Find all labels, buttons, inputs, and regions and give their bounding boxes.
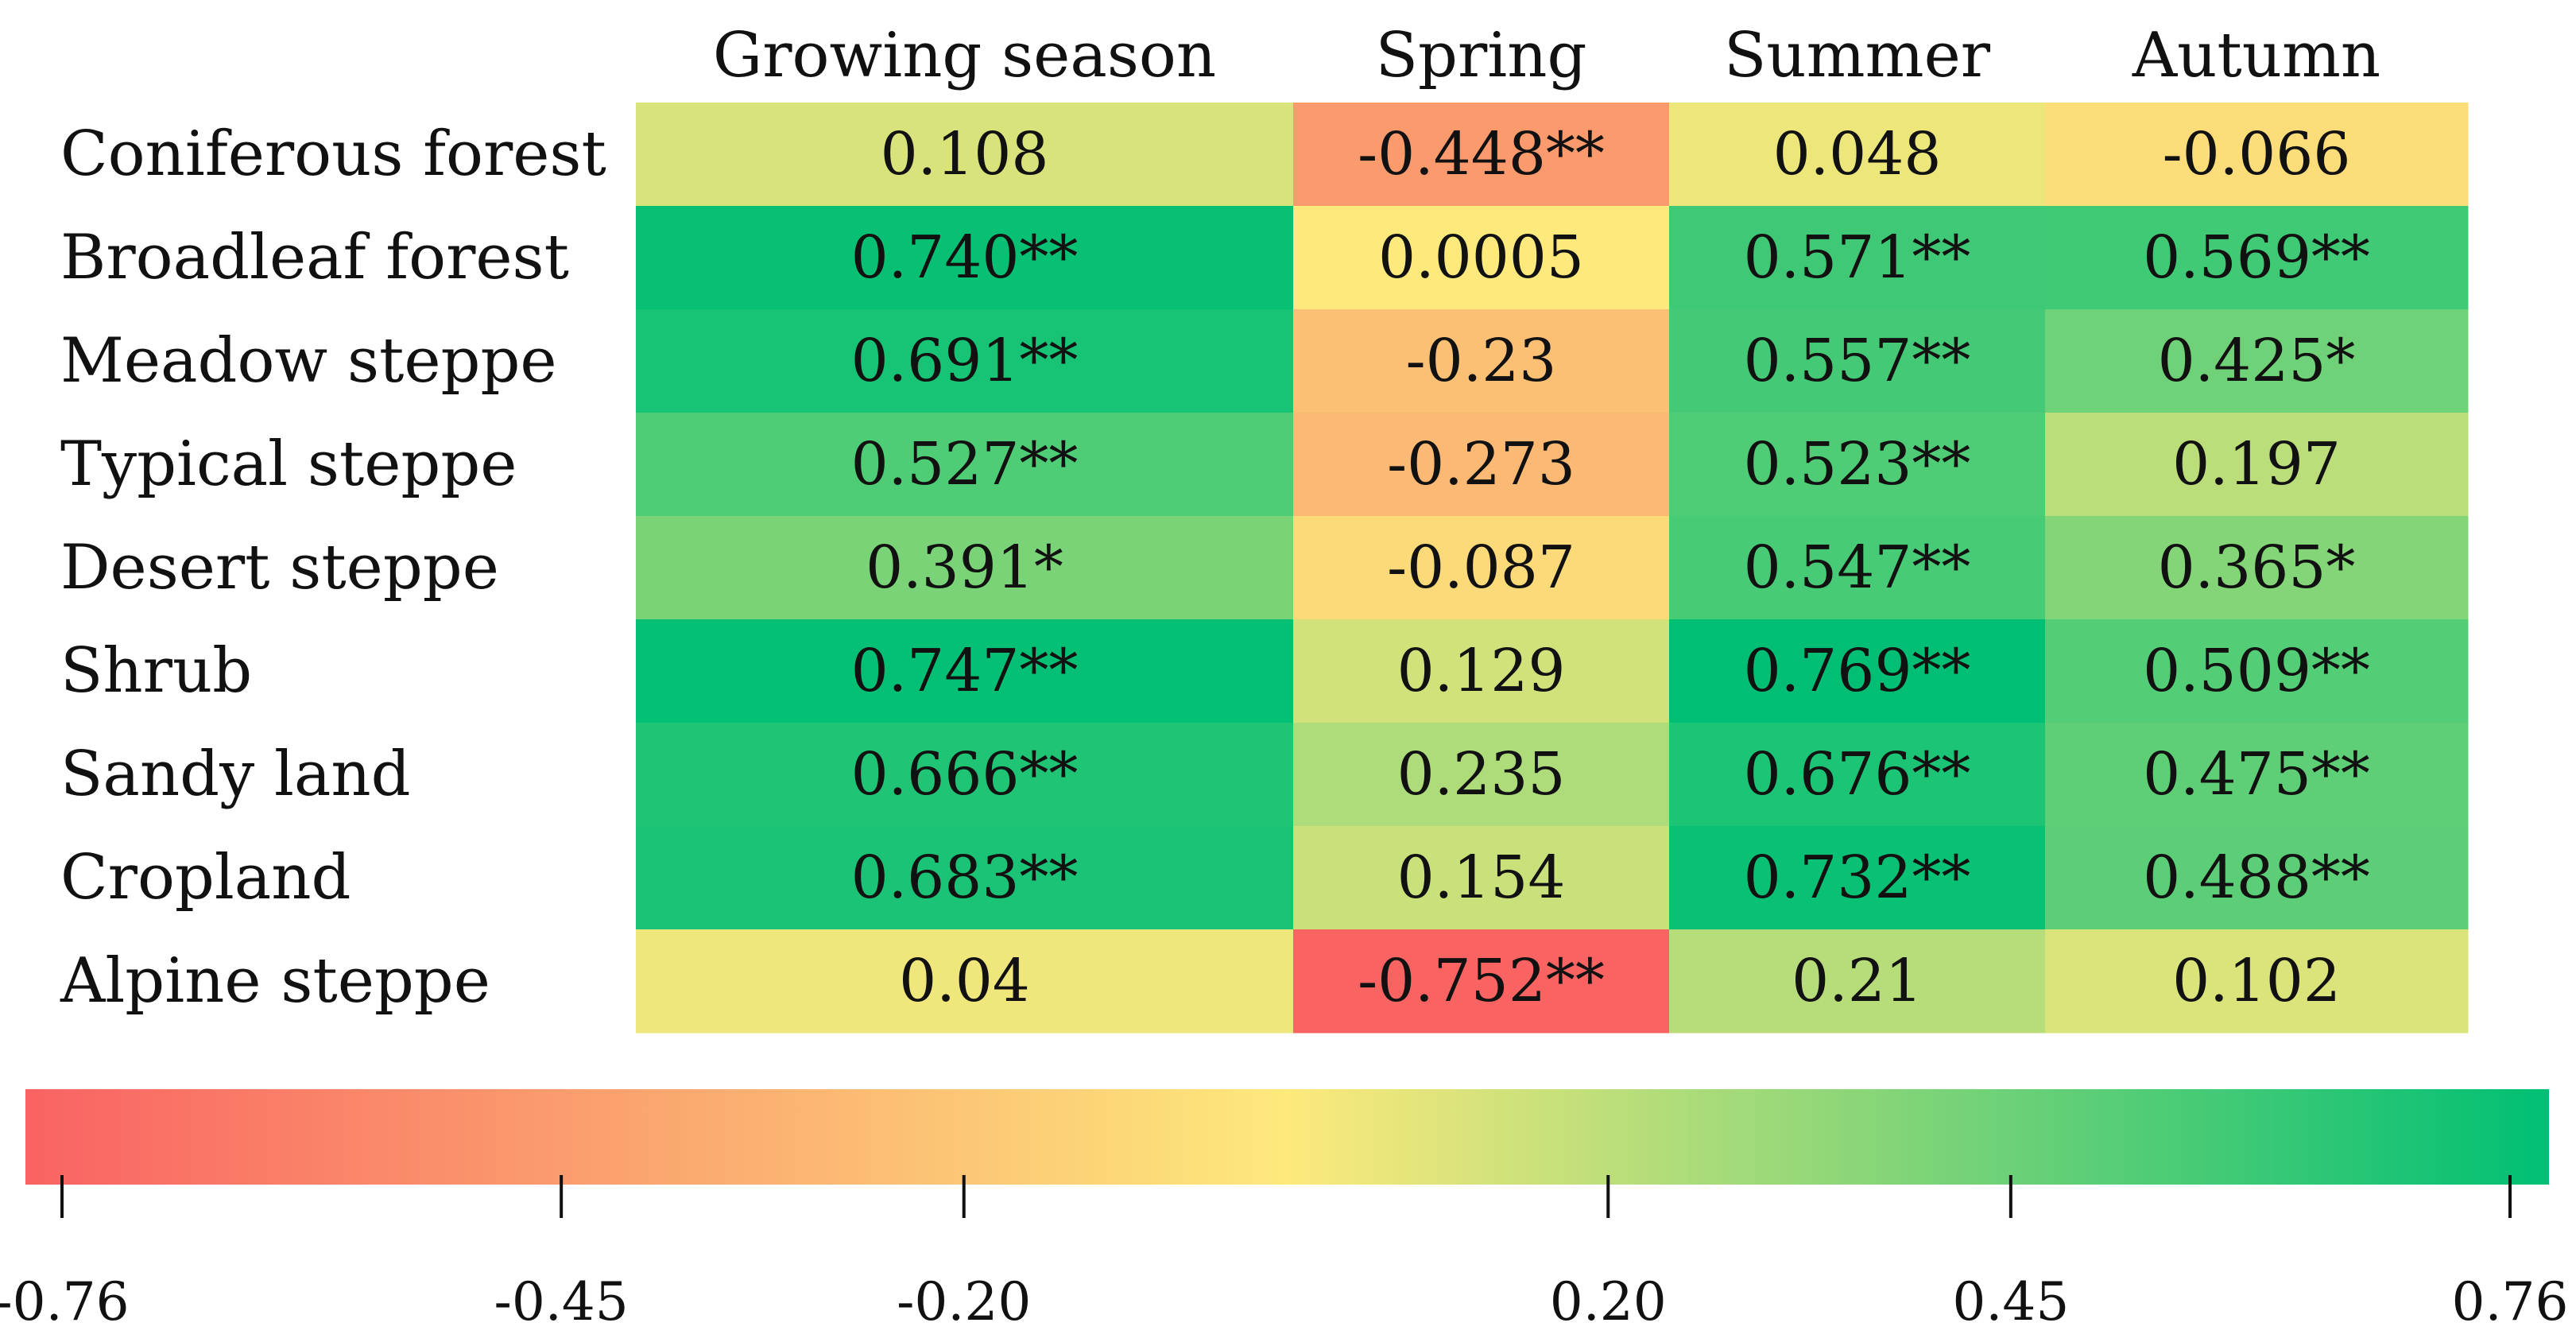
cell-value-label: 0.129 — [1397, 637, 1566, 705]
column-header: Growing season — [713, 20, 1216, 91]
heatmap-cell — [636, 723, 1294, 827]
row-label: Broadleaf forest — [60, 222, 569, 293]
cell-value-label: 0.0005 — [1378, 223, 1584, 292]
heatmap-cell — [1293, 103, 1670, 207]
row-label: Cropland — [60, 842, 351, 913]
cell-value-label: 0.488** — [2143, 844, 2370, 912]
cell-value-label: -0.087 — [1387, 533, 1575, 602]
cell-value-label: 0.048 — [1773, 120, 1942, 188]
cell-value-label: 0.21 — [1792, 947, 1923, 1015]
heatmap-cell — [1669, 929, 2046, 1034]
row-label: Desert steppe — [60, 532, 499, 603]
heatmap-cell — [1669, 516, 2046, 620]
heatmap-cell — [636, 516, 1294, 620]
cell-value-label: 0.108 — [881, 120, 1049, 188]
colorbar-tick-label: -0.45 — [494, 1271, 629, 1332]
cell-value-label: 0.154 — [1397, 844, 1566, 912]
heatmap-cell — [636, 826, 1294, 930]
cell-value-label: 0.691** — [851, 327, 1079, 395]
heatmap-cell — [2045, 206, 2469, 310]
cell-value-label: 0.732** — [1744, 844, 1971, 912]
heatmap-cell — [1669, 723, 2046, 827]
column-headers: Growing season Spring Summer Autumn — [713, 20, 2380, 91]
cell-value-label: 0.683** — [851, 844, 1079, 912]
row-label: Meadow steppe — [60, 325, 557, 397]
cell-value-label: 0.740** — [851, 223, 1079, 292]
cell-value-label: -0.066 — [2163, 120, 2351, 188]
cell-value-label: 0.747** — [851, 637, 1079, 705]
colorbar-tick-label: 0.76 — [2452, 1271, 2569, 1332]
heatmap-cell — [1293, 413, 1670, 517]
heatmap-cell — [1293, 826, 1670, 930]
cell-value-label: 0.547** — [1744, 533, 1971, 602]
cell-value-label: -0.752** — [1358, 947, 1605, 1015]
row-labels: Coniferous forest Broadleaf forest Meadow … — [60, 118, 606, 1017]
row-label: Sandy land — [60, 739, 411, 810]
heatmap-cell — [1669, 826, 2046, 930]
colorbar-tick-label: 0.20 — [1550, 1271, 1667, 1332]
heatmap-cell — [636, 309, 1294, 413]
cell-value-label: -0.448** — [1358, 120, 1605, 188]
cell-value-label: -0.273 — [1387, 430, 1575, 498]
heatmap-cell — [2045, 826, 2469, 930]
cell-value-label: 0.557** — [1744, 327, 1971, 395]
cell-value-label: 0.475** — [2143, 740, 2370, 809]
heatmap-cell — [636, 929, 1294, 1034]
colorbar: -0.76 -0.45 -0.20 0.20 0.45 0.76 — [0, 1089, 2568, 1332]
column-header: Autumn — [2132, 20, 2380, 91]
heatmap-cell — [1293, 516, 1670, 620]
heatmap-cell — [2045, 723, 2469, 827]
cell-value-label: 0.102 — [2172, 947, 2341, 1015]
heatmap-cells — [636, 103, 2469, 1034]
heatmap-cell — [636, 619, 1294, 723]
heatmap-cell — [2045, 516, 2469, 620]
heatmap-cell — [1293, 309, 1670, 413]
heatmap-cell — [2045, 413, 2469, 517]
row-label: Shrub — [60, 635, 252, 707]
column-header: Summer — [1724, 20, 1991, 91]
heatmap-cell — [1669, 309, 2046, 413]
heatmap-cell — [1669, 413, 2046, 517]
heatmap-cell — [2045, 103, 2469, 207]
cell-value-label: 0.527** — [851, 430, 1079, 498]
cell-value-label: 0.676** — [1744, 740, 1971, 809]
cell-value-label: 0.523** — [1744, 430, 1971, 498]
cell-value-labels: 0.108 -0.448** 0.048 -0.066 0.740** 0.0005 0.5… — [851, 120, 2370, 1015]
cell-value-label: 0.425* — [2158, 327, 2356, 395]
cell-value-label: 0.235 — [1397, 740, 1566, 809]
heatmap-cell — [1293, 619, 1670, 723]
heatmap-cell — [1293, 929, 1670, 1034]
colorbar-tick-label: 0.45 — [1952, 1271, 2069, 1332]
heatmap-cell — [1669, 206, 2046, 310]
cell-value-label: 0.04 — [899, 947, 1030, 1015]
column-header: Spring — [1376, 20, 1587, 91]
cell-value-label: 0.769** — [1744, 637, 1971, 705]
row-label: Alpine steppe — [60, 945, 490, 1017]
heatmap-cell — [1293, 723, 1670, 827]
heatmap-cell — [2045, 309, 2469, 413]
colorbar-gradient — [25, 1089, 2549, 1185]
colorbar-tick-label: -0.76 — [0, 1271, 130, 1332]
colorbar-tick-label: -0.20 — [897, 1271, 1031, 1332]
heatmap-cell — [636, 206, 1294, 310]
cell-value-label: 0.365* — [2158, 533, 2356, 602]
heatmap-cell — [2045, 929, 2469, 1034]
cell-value-label: 0.569** — [2143, 223, 2370, 292]
heatmap-cell — [636, 413, 1294, 517]
heatmap-cell — [636, 103, 1294, 207]
cell-value-label: 0.509** — [2143, 637, 2370, 705]
heatmap-cell — [2045, 619, 2469, 723]
cell-value-label: 0.197 — [2172, 430, 2341, 498]
heatmap-cell — [1293, 206, 1670, 310]
cell-value-label: 0.391* — [866, 533, 1063, 602]
heatmap-cell — [1669, 103, 2046, 207]
row-label: Typical steppe — [60, 429, 517, 500]
cell-value-label: -0.23 — [1406, 327, 1557, 395]
cell-value-label: 0.666** — [851, 740, 1079, 809]
row-label: Coniferous forest — [60, 118, 606, 190]
cell-value-label: 0.571** — [1744, 223, 1971, 292]
heatmap-cell — [1669, 619, 2046, 723]
